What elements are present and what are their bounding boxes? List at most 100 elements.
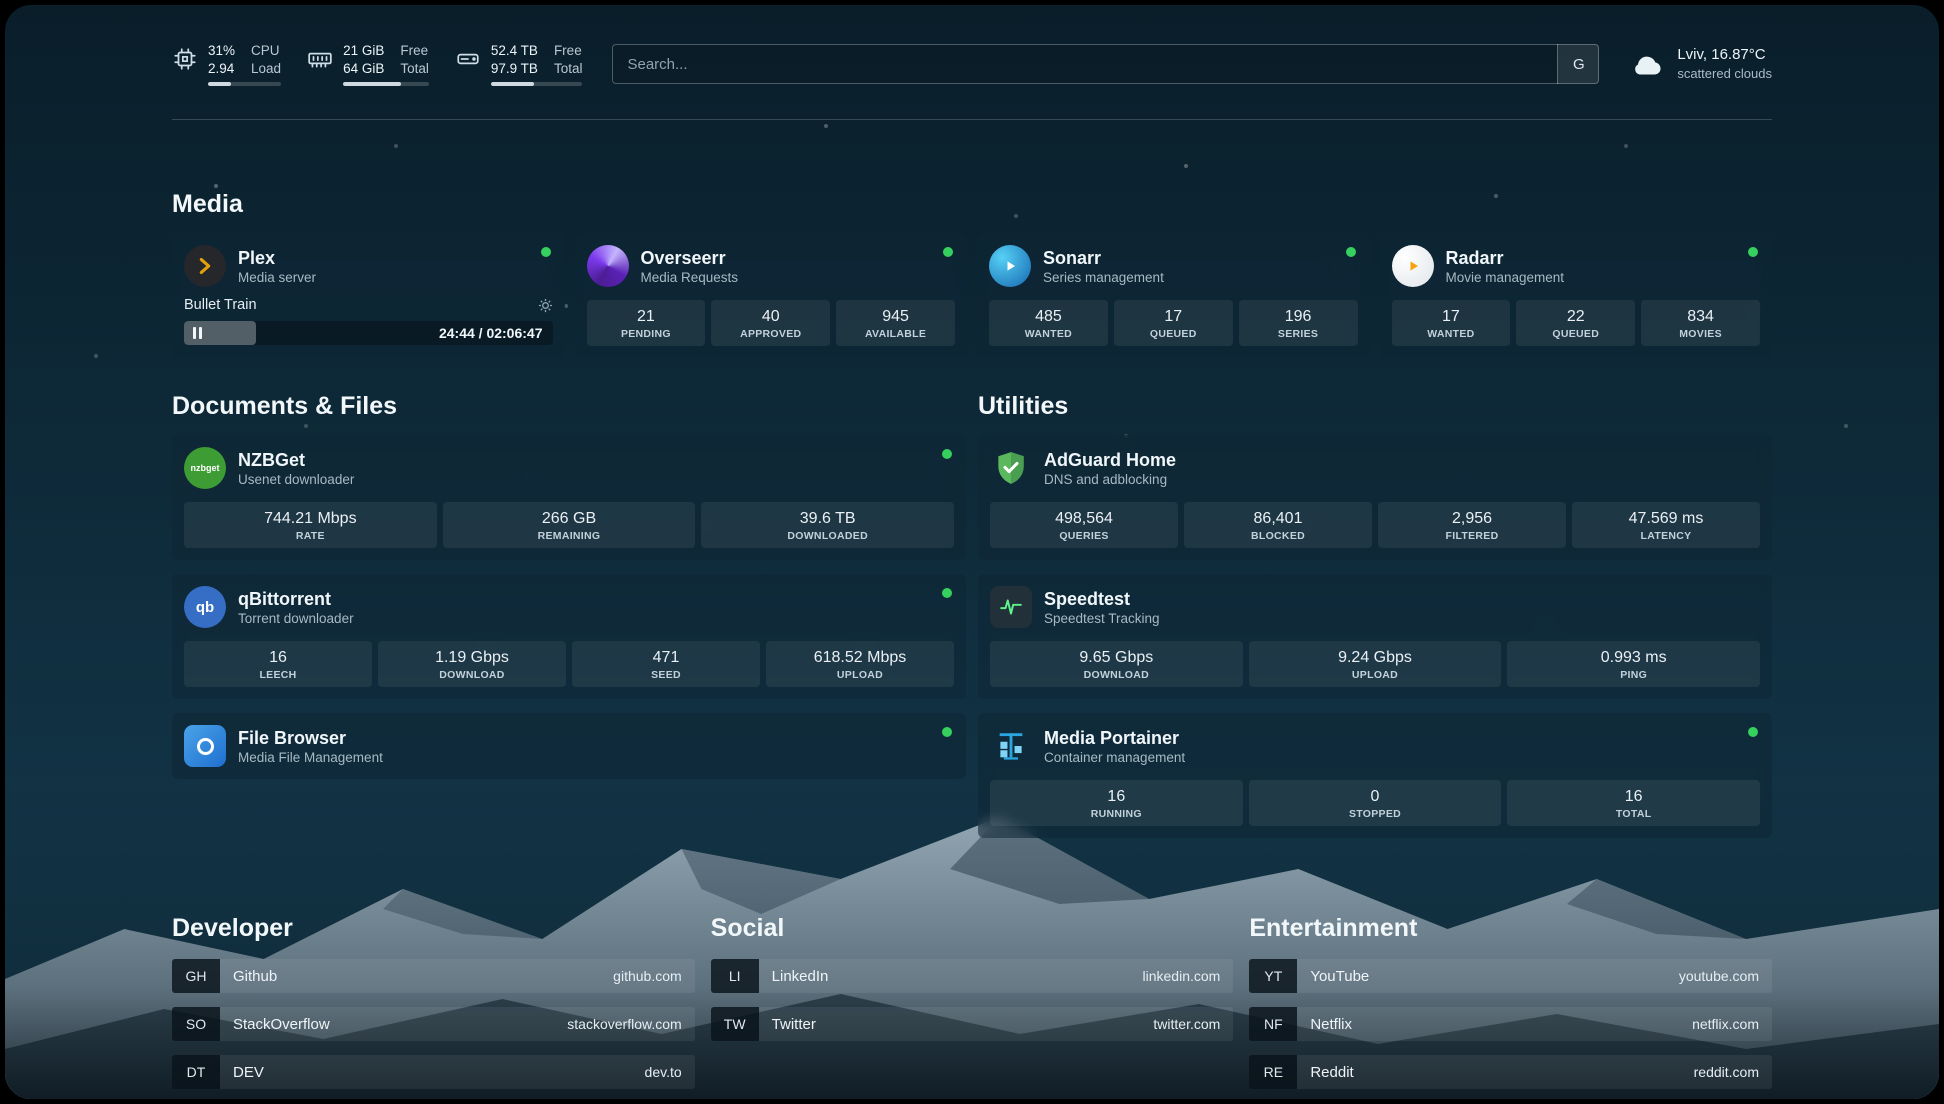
bookmark-youtube[interactable]: YT YouTube youtube.com — [1249, 959, 1772, 993]
bookmark-netflix[interactable]: NF Netflix netflix.com — [1249, 1007, 1772, 1041]
service-card-radarr[interactable]: Radarr Movie management 17 WANTED 22 QUE… — [1379, 233, 1772, 358]
section-title-entertainment: Entertainment — [1249, 914, 1418, 942]
status-dot — [1748, 727, 1758, 737]
stat-label: LATENCY — [1640, 530, 1692, 542]
bookmark-domain: dev.to — [644, 1064, 682, 1080]
stat-running: 16 RUNNING — [990, 780, 1243, 826]
disk-widget: 52.4 TB Free 97.9 TB Total — [455, 42, 583, 86]
ram-free-label: Free — [400, 43, 429, 58]
bookmark-name: Reddit — [1310, 1063, 1354, 1081]
bookmark-reddit[interactable]: RE Reddit reddit.com — [1249, 1055, 1772, 1089]
stat-available: 945 AVAILABLE — [836, 300, 955, 346]
stat-label: AVAILABLE — [864, 328, 927, 340]
stat-upload: 618.52 Mbps UPLOAD — [766, 641, 954, 687]
section-title-media: Media — [172, 190, 243, 218]
bookmark-domain: github.com — [613, 968, 682, 984]
bookmark-abbr: LI — [710, 959, 759, 993]
service-card-portainer[interactable]: Media Portainer Container management 16 … — [978, 713, 1772, 838]
stat-download: 1.19 Gbps DOWNLOAD — [378, 641, 566, 687]
status-dot — [942, 449, 952, 459]
status-dot — [1345, 247, 1356, 257]
disk-free-label: Free — [553, 43, 582, 58]
stat-value: 196 — [1284, 308, 1312, 325]
search-box: G — [612, 44, 1600, 84]
bookmark-twitter[interactable]: TW Twitter twitter.com — [710, 1007, 1234, 1041]
radarr-icon — [1391, 245, 1434, 287]
disk-icon — [457, 53, 479, 65]
playback-progress-bar[interactable]: 24:44 / 02:06:47 — [184, 321, 553, 345]
pause-button[interactable] — [193, 327, 202, 339]
utilities-column: Utilities AdGuard Home — [978, 392, 1772, 852]
weather-widget: Lviv, 16.87°C scattered clouds — [1629, 45, 1772, 83]
service-card-filebrowser[interactable]: File Browser Media File Management — [172, 713, 966, 779]
service-card-sonarr[interactable]: Sonarr Series management 485 WANTED 17 Q… — [977, 233, 1370, 358]
bookmark-name: YouTube — [1310, 967, 1370, 985]
bookmark-github[interactable]: GH Github github.com — [172, 959, 695, 993]
stat-download: 9.65 Gbps DOWNLOAD — [990, 641, 1243, 687]
stat-label: PENDING — [620, 328, 671, 340]
status-dot — [1748, 247, 1758, 257]
service-card-nzbget[interactable]: nzbget NZBGet Usenet downloader 744.21 M… — [172, 435, 966, 560]
bookmark-group-developer: Developer GH Github github.com SO StackO… — [172, 914, 695, 1099]
service-card-speedtest[interactable]: Speedtest Speedtest Tracking 9.65 Gbps D… — [978, 574, 1772, 699]
stat-label: FILTERED — [1445, 530, 1499, 542]
stat-downloaded: 39.6 TB DOWNLOADED — [701, 502, 954, 548]
stat-value: 834 — [1687, 308, 1714, 325]
ram-widget: 21 GiB Free 64 GiB Total — [307, 42, 429, 86]
settings-gear-icon[interactable] — [538, 298, 553, 313]
stat-filtered: 2,956 FILTERED — [1378, 502, 1566, 548]
service-name: AdGuard Home — [1044, 449, 1177, 470]
service-name: Media Portainer — [1044, 727, 1180, 748]
stat-label: DOWNLOADED — [787, 530, 868, 542]
stat-value: 945 — [882, 308, 909, 325]
service-card-plex[interactable]: Plex Media server Bullet Train 24:44 / 0… — [172, 233, 565, 358]
hardware-widgets: 31% CPU 2.94 Load — [172, 42, 583, 86]
bookmark-dev[interactable]: DT DEV dev.to — [172, 1055, 695, 1089]
stat-queries: 498,564 QUERIES — [990, 502, 1178, 548]
stat-label: UPLOAD — [836, 669, 884, 681]
search-provider-button[interactable]: G — [1557, 44, 1600, 84]
bookmark-abbr: RE — [1249, 1055, 1298, 1089]
stat-value: 0 — [1370, 788, 1380, 805]
stat-label: REMAINING — [537, 530, 601, 542]
ram-total-label: Total — [400, 61, 429, 76]
cpu-percent: 31% — [208, 43, 236, 58]
service-card-adguard[interactable]: AdGuard Home DNS and adblocking 498,564 … — [978, 435, 1772, 560]
section-title-social: Social — [710, 914, 785, 942]
section-title-documents: Documents & Files — [172, 392, 398, 420]
stat-label: WANTED — [1024, 328, 1073, 340]
overseerr-icon — [586, 245, 629, 287]
stat-remaining: 266 GB REMAINING — [442, 502, 696, 548]
service-card-qbittorrent[interactable]: qb qBittorrent Torrent downloader 16 LEE… — [172, 574, 966, 699]
stat-label: QUEUED — [1149, 328, 1197, 340]
stat-queued: 22 QUEUED — [1516, 300, 1636, 346]
search-input[interactable] — [612, 44, 1600, 84]
bookmark-abbr: GH — [172, 959, 220, 993]
documents-column: Documents & Files nzbget NZBGet Usenet d… — [172, 392, 966, 852]
weather-location: Lviv, 16.87°C — [1677, 46, 1766, 63]
stat-label: LEECH — [259, 669, 297, 681]
bookmark-stackoverflow[interactable]: SO StackOverflow stackoverflow.com — [172, 1007, 695, 1041]
bookmark-name: Netflix — [1310, 1015, 1353, 1033]
stat-label: MOVIES — [1679, 328, 1722, 340]
service-desc: Media server — [238, 269, 317, 285]
stat-value: 9.65 Gbps — [1079, 649, 1154, 666]
stat-value: 471 — [652, 649, 680, 666]
bookmark-domain: stackoverflow.com — [567, 1016, 682, 1032]
bookmark-group-social: Social LI LinkedIn linkedin.com TW Twitt… — [710, 914, 1234, 1099]
nzbget-icon: nzbget — [184, 447, 226, 489]
top-bar: 31% CPU 2.94 Load — [172, 39, 1772, 89]
bookmark-name: Twitter — [771, 1015, 816, 1033]
plex-icon — [184, 245, 226, 287]
bookmark-abbr: NF — [1249, 1007, 1298, 1041]
stat-upload: 9.24 Gbps UPLOAD — [1248, 641, 1502, 687]
cpu-label: CPU — [251, 43, 280, 58]
service-card-overseerr[interactable]: Overseerr Media Requests 21 PENDING 40 A… — [574, 233, 967, 358]
adguard-shield-icon — [990, 447, 1032, 489]
service-desc: Torrent downloader — [238, 610, 354, 626]
stat-value: 16 — [1624, 788, 1643, 805]
stat-pending: 21 PENDING — [586, 300, 706, 346]
bookmark-linkedin[interactable]: LI LinkedIn linkedin.com — [710, 959, 1234, 993]
stat-leech: 16 LEECH — [184, 641, 372, 687]
qbittorrent-icon: qb — [184, 586, 226, 628]
